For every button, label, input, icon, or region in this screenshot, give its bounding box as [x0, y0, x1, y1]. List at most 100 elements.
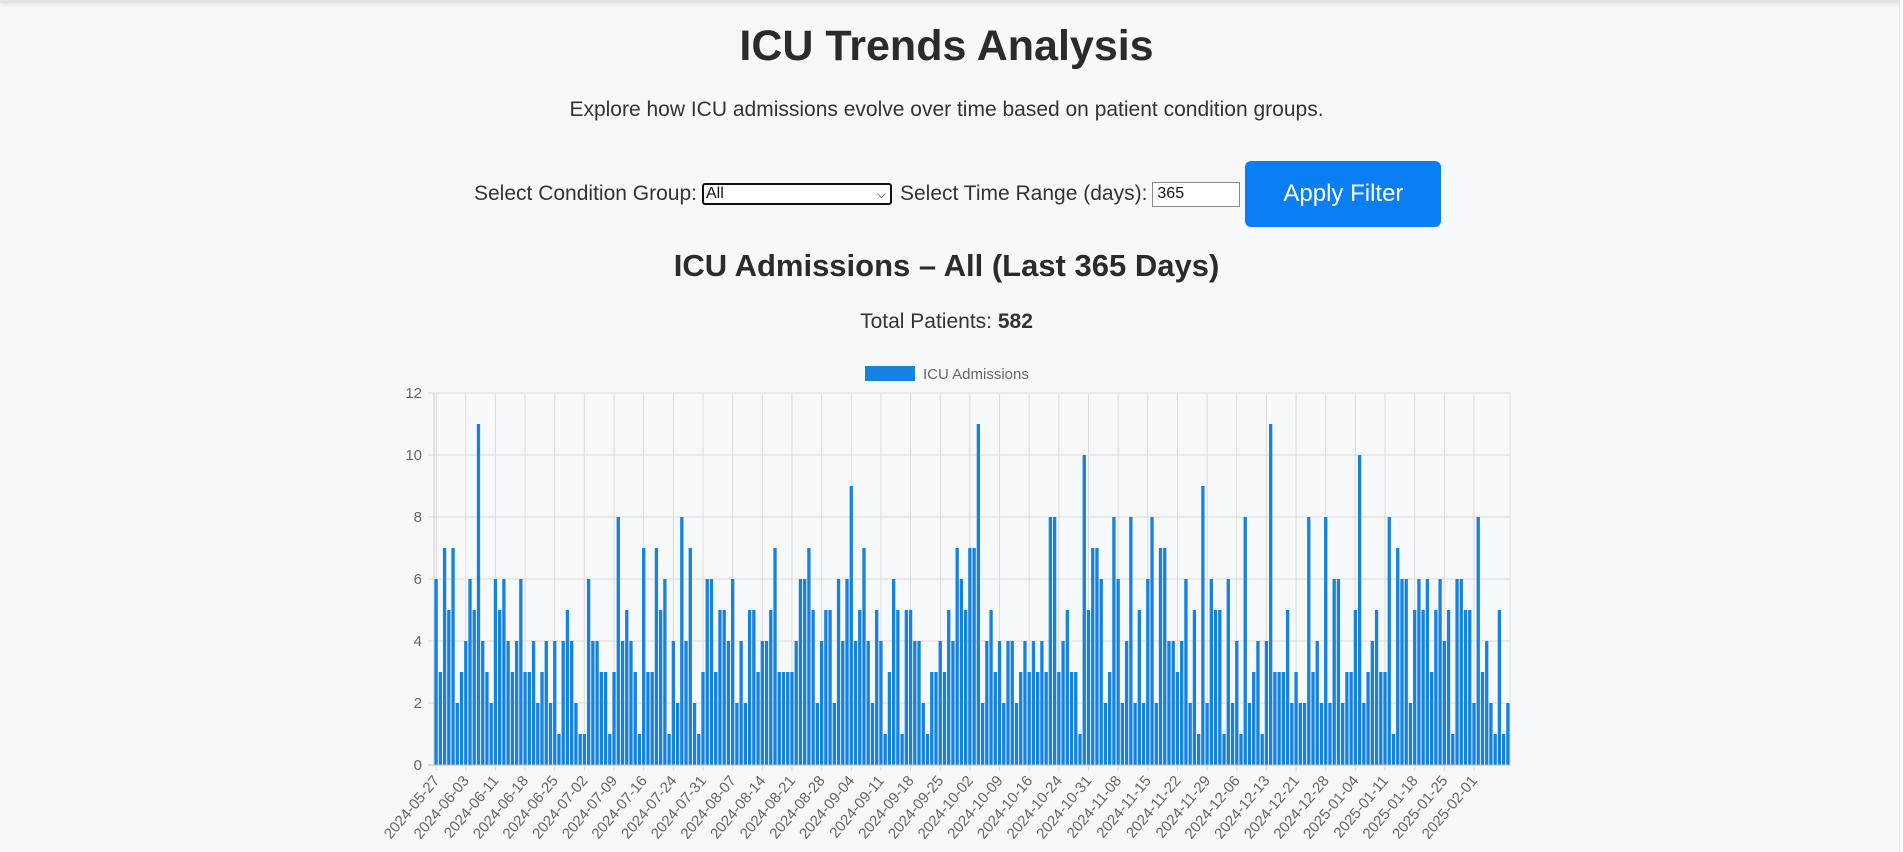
admission-bar [1078, 734, 1082, 765]
admission-bar [476, 424, 481, 765]
admission-bar [1048, 517, 1053, 765]
admission-bar [993, 672, 997, 765]
admission-bar [798, 579, 803, 765]
total-patients: Total Patients: 582 [0, 310, 1893, 334]
admission-bar [1230, 703, 1235, 765]
page-scrollbar[interactable] [1899, 0, 1903, 852]
admission-bar [1421, 610, 1425, 765]
admission-bar [1150, 517, 1154, 765]
admission-bar [489, 703, 493, 765]
admission-bar [1413, 610, 1417, 765]
admission-bar [896, 610, 900, 765]
admission-bar [1112, 517, 1116, 765]
admission-bar [938, 641, 942, 765]
admission-bar [1243, 517, 1247, 765]
time-range-input[interactable] [1152, 181, 1241, 207]
admission-bar [849, 486, 853, 765]
admission-bar [650, 672, 654, 765]
admission-bar [540, 672, 544, 765]
admission-bar [553, 641, 557, 765]
admission-bar [1472, 703, 1476, 765]
admission-bar [875, 610, 879, 765]
admission-bar [1459, 579, 1463, 765]
admission-bar [714, 672, 718, 765]
admission-bar [1336, 579, 1341, 765]
admission-bar [1315, 641, 1319, 765]
admission-bar [1247, 703, 1252, 765]
admission-bar [1027, 672, 1031, 765]
admission-bar [599, 672, 603, 765]
admission-bar [663, 579, 667, 765]
admission-bar [722, 610, 726, 765]
admission-bar [642, 548, 646, 765]
admission-bar [1099, 579, 1103, 765]
admission-bar [1362, 703, 1366, 765]
admission-bar [718, 610, 722, 765]
admission-bar [980, 703, 985, 765]
admission-bar [502, 579, 506, 765]
admission-bar [447, 610, 451, 765]
admission-bar [548, 703, 553, 765]
admission-bar [879, 641, 883, 765]
admission-bar [1311, 672, 1315, 765]
admission-bar [1010, 641, 1014, 765]
admission-bar [1213, 610, 1218, 765]
admission-bar [930, 672, 934, 765]
admission-bar [735, 703, 739, 765]
admission-bar [756, 672, 760, 765]
admission-bar [862, 548, 866, 765]
admission-bar [574, 703, 578, 765]
admission-bar [747, 610, 752, 765]
admission-bar [1396, 548, 1400, 765]
admission-bar [1302, 703, 1307, 765]
condition-group-select[interactable]: All ⌵ [701, 183, 892, 205]
admission-bar [997, 641, 1002, 765]
admission-bar [578, 734, 582, 765]
admission-bar [536, 703, 540, 765]
admission-bar [1082, 455, 1086, 765]
y-tick-label: 8 [414, 509, 422, 526]
admission-bar [459, 672, 464, 765]
admission-bar [904, 610, 908, 765]
admission-bar [1218, 610, 1222, 765]
admission-bar [1408, 703, 1413, 765]
admission-bar [1184, 579, 1188, 765]
admission-bar [1319, 703, 1324, 765]
admission-bar [1463, 610, 1468, 765]
admission-bar [790, 672, 794, 765]
admission-bar [603, 672, 608, 765]
admission-bar [688, 548, 692, 765]
admission-bar [1141, 703, 1146, 765]
admission-bar [866, 641, 870, 765]
y-tick-label: 12 [405, 385, 422, 402]
admission-bar [692, 703, 697, 765]
chevron-down-icon: ⌵ [876, 186, 886, 201]
admission-bar [1095, 548, 1099, 765]
admission-bar [731, 579, 735, 765]
admission-bar [1429, 672, 1434, 765]
admission-bar [1328, 703, 1332, 765]
admission-bar [654, 548, 659, 765]
admission-bar [963, 610, 968, 765]
admission-bar [582, 734, 587, 765]
admission-bar [1404, 579, 1408, 765]
y-tick-label: 10 [405, 447, 422, 464]
admission-bar [464, 641, 468, 765]
admission-bar [1074, 672, 1078, 765]
admission-bar [887, 672, 892, 765]
admission-bar [481, 641, 485, 765]
admission-bar [739, 641, 743, 765]
filter-bar: Select Condition Group: All ⌵ Select Tim… [474, 160, 1442, 228]
admission-bar [616, 517, 620, 765]
admission-bar [794, 641, 798, 765]
admission-bar [1205, 703, 1209, 765]
admission-bar [620, 641, 625, 765]
admission-bar [1451, 734, 1455, 765]
apply-filter-button[interactable]: Apply Filter [1245, 161, 1442, 227]
total-patients-label: Total Patients: [860, 310, 992, 333]
admission-bar [1501, 734, 1506, 765]
condition-group-label: Select Condition Group: [474, 182, 697, 205]
admission-bar [781, 672, 786, 765]
admission-bar [1108, 672, 1112, 765]
